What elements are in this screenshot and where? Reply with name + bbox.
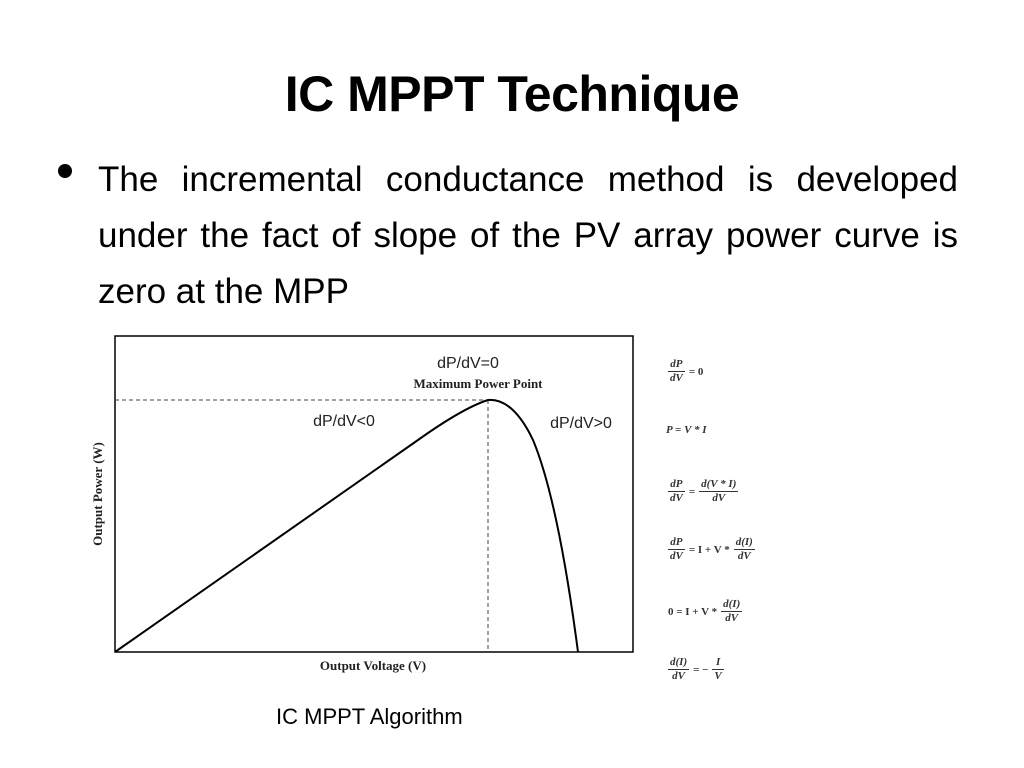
equation-5: 0 = I + V * d(I) dV (668, 598, 743, 624)
figure-caption: IC MPPT Algorithm (276, 704, 463, 729)
slide-title: IC MPPT Technique (284, 66, 740, 122)
x-axis-label: Output Voltage (V) (320, 658, 426, 673)
equation-6: d(I) dV = − I V (668, 656, 724, 682)
bullet-icon (58, 164, 72, 178)
pv-power-curve-figure: dP/dV=0 Maximum Power Point dP/dV<0 dP/d… (88, 330, 648, 680)
ic-equations: dP dV = 0 P = V * I dP dV = d(V * I) dV dP dV = … (660, 352, 800, 702)
pv-power-curve-chart: dP/dV=0 Maximum Power Point dP/dV<0 dP/d… (90, 335, 634, 673)
annotation-slope-negative: dP/dV<0 (313, 413, 375, 430)
equation-4: dP dV = I + V * d(I) dV (668, 536, 755, 562)
equation-3: dP dV = d(V * I) dV (668, 478, 739, 504)
bullet-text: The incremental conductance method is de… (98, 160, 958, 311)
annotation-slope-positive: dP/dV>0 (550, 415, 612, 432)
plot-frame (114, 335, 634, 653)
equation-1: dP dV = 0 (668, 358, 704, 384)
power-curve-line (114, 398, 579, 653)
y-axis-label: Output Power (W) (90, 442, 105, 546)
annotation-mpp: Maximum Power Point (413, 376, 543, 391)
annotation-slope-zero: dP/dV=0 (437, 355, 499, 372)
equation-2: P = V * I (666, 424, 707, 436)
